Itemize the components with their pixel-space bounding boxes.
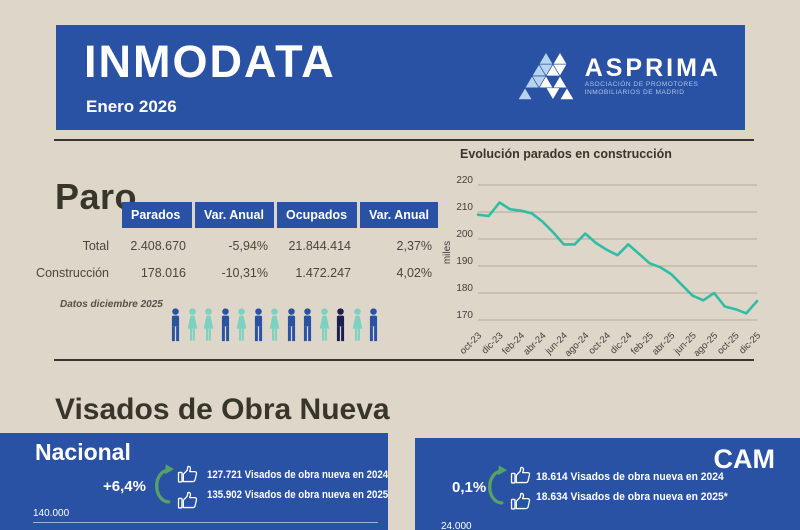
construccion-parados: 178.016 bbox=[140, 266, 186, 280]
nacional-axis-label: 140.000 bbox=[33, 508, 70, 519]
header-banner: INMODATA Enero 2026 bbox=[56, 25, 745, 130]
edition-date: Enero 2026 bbox=[86, 97, 177, 116]
asprima-tagline-2: INMOBILIARIOS DE MADRID bbox=[584, 89, 685, 97]
svg-text:210: 210 bbox=[456, 202, 473, 213]
person-man-icon bbox=[301, 308, 314, 342]
total-ocupados: 21.844.414 bbox=[288, 239, 351, 253]
total-ocupados-var-anual: 2,37% bbox=[396, 239, 432, 253]
nacional-growth-pct: +6,4% bbox=[103, 478, 146, 495]
card-cam: CAM 0,1% 18.614 Visados de obra nueva en… bbox=[415, 438, 800, 530]
population-pictogram bbox=[169, 308, 380, 342]
header-divider bbox=[54, 139, 754, 141]
svg-text:ago-24: ago-24 bbox=[563, 330, 592, 359]
person-man-icon bbox=[219, 308, 232, 342]
thumbs-up-icon bbox=[510, 492, 531, 511]
thumbs-up-icon bbox=[177, 465, 198, 484]
construccion-ocupados: 1.472.247 bbox=[295, 266, 351, 280]
person-woman-icon bbox=[351, 308, 364, 342]
thumbs-column bbox=[177, 465, 198, 510]
table-corner-cell bbox=[0, 202, 119, 228]
nacional-visados-2024: 127.721 Visados de obra nueva en 2024 bbox=[207, 469, 388, 481]
svg-text:Evolución parados en construcc: Evolución parados en construcción bbox=[460, 147, 672, 161]
construccion-ocupados-var-anual: 4,02% bbox=[396, 266, 432, 280]
svg-text:miles: miles bbox=[442, 241, 453, 264]
column-header-var-anual-1: Var. Anual bbox=[195, 202, 274, 228]
section-divider bbox=[54, 359, 754, 361]
svg-text:180: 180 bbox=[456, 283, 473, 294]
svg-text:dic-24: dic-24 bbox=[608, 330, 634, 356]
circular-arrow-icon bbox=[149, 463, 174, 509]
asprima-logo-text: ASPRIMA ASOCIACIÓN DE PROMOTORES INMOBIL… bbox=[584, 53, 721, 98]
circular-arrow-icon bbox=[482, 464, 507, 510]
data-date-note: Datos diciembre 2025 bbox=[60, 299, 163, 310]
column-header-var-anual-2: Var. Anual bbox=[360, 202, 438, 228]
svg-text:feb-25: feb-25 bbox=[629, 330, 656, 357]
cam-visados-lines: 18.614 Visados de obra nueva en 2024 18.… bbox=[536, 468, 728, 507]
person-woman-icon bbox=[235, 308, 248, 342]
asprima-logo: ASPRIMA ASOCIACIÓN DE PROMOTORES INMOBIL… bbox=[517, 51, 721, 101]
svg-text:dic-25: dic-25 bbox=[737, 330, 763, 356]
paro-evolution-chart: Evolución parados en construcción 220 210 2… bbox=[442, 147, 763, 359]
asprima-tagline-1: ASOCIACIÓN DE PROMOTORES bbox=[584, 80, 699, 88]
construccion-var-anual: -10,31% bbox=[221, 266, 268, 280]
cam-visados-2025: 18.634 Visados de obra nueva en 2025* bbox=[536, 490, 728, 503]
svg-text:170: 170 bbox=[456, 310, 473, 321]
person-man-icon bbox=[285, 308, 298, 342]
row-label-construccion: Construcción bbox=[36, 266, 109, 280]
row-label-total: Total bbox=[82, 239, 109, 253]
svg-text:oct-24: oct-24 bbox=[586, 330, 612, 356]
person-woman-icon bbox=[186, 308, 199, 342]
svg-text:abr-25: abr-25 bbox=[650, 330, 677, 357]
svg-text:200: 200 bbox=[456, 229, 473, 240]
cam-axis-label: 24.000 bbox=[441, 521, 472, 530]
column-header-ocupados: Ocupados bbox=[277, 202, 357, 228]
asprima-triangle-logo-icon bbox=[517, 51, 575, 101]
svg-text:oct-23: oct-23 bbox=[458, 330, 484, 356]
card-nacional: Nacional +6,4% 127.721 Visados de obra n… bbox=[0, 433, 388, 530]
card-nacional-title: Nacional bbox=[35, 439, 131, 465]
svg-text:feb-24: feb-24 bbox=[500, 330, 527, 357]
total-parados: 2.408.670 bbox=[130, 239, 186, 253]
card-cam-title: CAM bbox=[713, 444, 776, 474]
cam-growth-pct: 0,1% bbox=[452, 479, 487, 496]
person-man-icon bbox=[367, 308, 380, 342]
person-woman-icon bbox=[318, 308, 331, 342]
asprima-name: ASPRIMA bbox=[584, 53, 721, 82]
thumbs-column bbox=[510, 466, 531, 511]
svg-text:220: 220 bbox=[456, 175, 473, 186]
total-var-anual: -5,94% bbox=[228, 239, 268, 253]
paro-table: Parados Var. Anual Ocupados Var. Anual T… bbox=[0, 202, 438, 282]
page-title: INMODATA bbox=[84, 36, 336, 87]
person-woman-icon bbox=[202, 308, 215, 342]
column-header-parados: Parados bbox=[122, 202, 192, 228]
thumbs-up-icon bbox=[510, 466, 531, 485]
person-man-icon bbox=[169, 308, 182, 342]
nacional-chart-gridline bbox=[33, 522, 378, 523]
cam-visados-2024: 18.614 Visados de obra nueva en 2024 bbox=[536, 471, 724, 483]
svg-text:190: 190 bbox=[456, 256, 473, 267]
svg-text:abr-24: abr-24 bbox=[521, 330, 548, 357]
svg-text:ago-25: ago-25 bbox=[692, 330, 721, 359]
nacional-visados-2025: 135.902 Visados de obra nueva en 2025* bbox=[207, 488, 388, 501]
person-woman-icon bbox=[268, 308, 281, 342]
visados-section-title: Visados de Obra Nueva bbox=[55, 392, 390, 426]
person-man-icon bbox=[252, 308, 265, 342]
person-man-icon bbox=[334, 308, 347, 342]
svg-text:dic-23: dic-23 bbox=[480, 330, 506, 356]
thumbs-up-icon bbox=[177, 491, 198, 510]
svg-text:oct-25: oct-25 bbox=[715, 330, 741, 356]
nacional-visados-lines: 127.721 Visados de obra nueva en 2024 13… bbox=[207, 466, 388, 505]
